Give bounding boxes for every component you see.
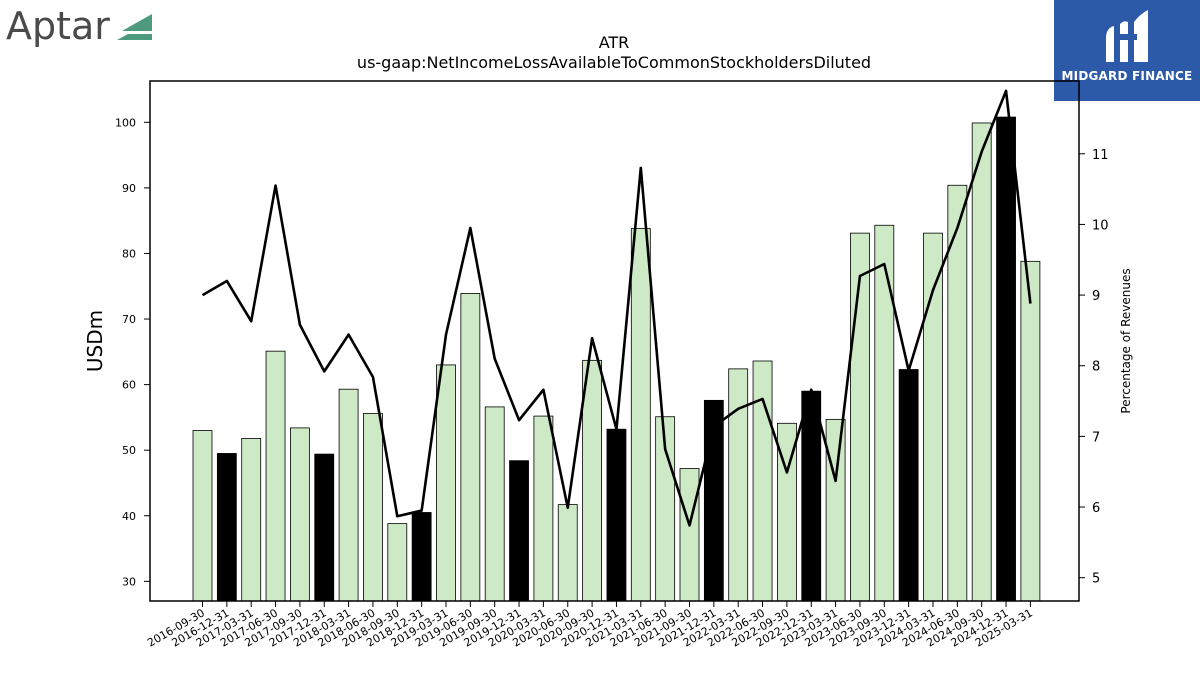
right-tick-label: 8 bbox=[1092, 360, 1100, 375]
bar-2016-09-30 bbox=[192, 430, 213, 602]
bar-2022-12-31 bbox=[801, 390, 822, 602]
left-tick-label: 70 bbox=[122, 313, 136, 326]
midgard-finance-logo: MIDGARD FINANCE bbox=[1054, 0, 1200, 101]
left-tick-label: 90 bbox=[122, 182, 136, 195]
y-axis-label: USDm bbox=[83, 310, 107, 372]
x-axis: 2016-09-302016-12-312017-03-312017-06-30… bbox=[145, 601, 1035, 650]
bar-2019-06-30 bbox=[460, 293, 481, 602]
percentage-line bbox=[201, 89, 1032, 527]
bar-2021-09-30 bbox=[679, 468, 700, 602]
right-tick-label: 11 bbox=[1092, 148, 1109, 163]
bar-2017-09-30 bbox=[289, 427, 310, 602]
right-tick-label: 10 bbox=[1092, 218, 1109, 233]
bar-series bbox=[192, 116, 1041, 602]
midgard-finance-text: MIDGARD FINANCE bbox=[1061, 69, 1193, 83]
right-tick-label: 5 bbox=[1092, 572, 1100, 587]
aptar-logo: Aptar bbox=[6, 4, 154, 48]
left-tick-label: 50 bbox=[122, 444, 136, 457]
bar-2019-09-30 bbox=[484, 406, 505, 602]
bar-2018-06-30 bbox=[363, 413, 383, 602]
bar-2017-06-30 bbox=[265, 350, 286, 602]
bar-2018-12-31 bbox=[411, 512, 432, 602]
chart-subtitle: us-gaap:NetIncomeLossAvailableToCommonSt… bbox=[357, 53, 871, 72]
right-axis: 5 6 7 8 9 10 11 bbox=[1079, 148, 1109, 587]
bar-2016-12-31 bbox=[216, 453, 237, 602]
right-tick-label: 7 bbox=[1092, 430, 1100, 445]
bar-2018-03-31 bbox=[338, 388, 359, 602]
bar-2020-03-31 bbox=[533, 415, 554, 602]
chart-title: ATR bbox=[599, 33, 630, 52]
bar-2023-09-30 bbox=[874, 224, 895, 602]
bar-2019-12-31 bbox=[509, 460, 529, 602]
bar-2018-09-30 bbox=[387, 523, 408, 602]
bar-2024-12-31 bbox=[996, 116, 1016, 602]
left-tick-label: 40 bbox=[122, 510, 136, 523]
bar-2023-03-31 bbox=[825, 418, 846, 602]
y-axis-right-label: Percentage of Revenues bbox=[1119, 268, 1133, 413]
bar-2019-03-31 bbox=[436, 364, 456, 602]
left-tick-label: 60 bbox=[122, 379, 136, 392]
right-tick-label: 9 bbox=[1092, 289, 1100, 304]
bar-2022-06-30 bbox=[752, 360, 773, 602]
bar-2023-06-30 bbox=[850, 232, 870, 602]
line-series bbox=[201, 89, 1032, 527]
left-tick-label: 100 bbox=[115, 116, 136, 129]
aptar-leaf-icon bbox=[116, 14, 152, 40]
aptar-logo-text: Aptar bbox=[6, 4, 110, 48]
bar-2021-03-31 bbox=[630, 228, 651, 602]
plot-frame bbox=[149, 80, 1080, 602]
left-tick-label: 80 bbox=[122, 247, 136, 260]
midgard-m-icon bbox=[1106, 10, 1148, 62]
bar-2020-12-31 bbox=[606, 428, 627, 602]
bar-2020-06-30 bbox=[557, 504, 578, 602]
left-axis: 30 40 50 60 70 80 90 100 bbox=[115, 116, 150, 588]
bar-2022-03-31 bbox=[728, 368, 749, 602]
bar-2024-09-30 bbox=[971, 122, 992, 602]
bar-2017-03-31 bbox=[241, 437, 262, 602]
right-tick-label: 6 bbox=[1092, 501, 1100, 516]
bar-2017-12-31 bbox=[314, 453, 335, 602]
bar-2025-03-31 bbox=[1020, 260, 1041, 602]
bar-2023-12-31 bbox=[898, 369, 919, 602]
bar-2020-09-30 bbox=[582, 359, 602, 602]
left-tick-label: 30 bbox=[122, 575, 136, 588]
